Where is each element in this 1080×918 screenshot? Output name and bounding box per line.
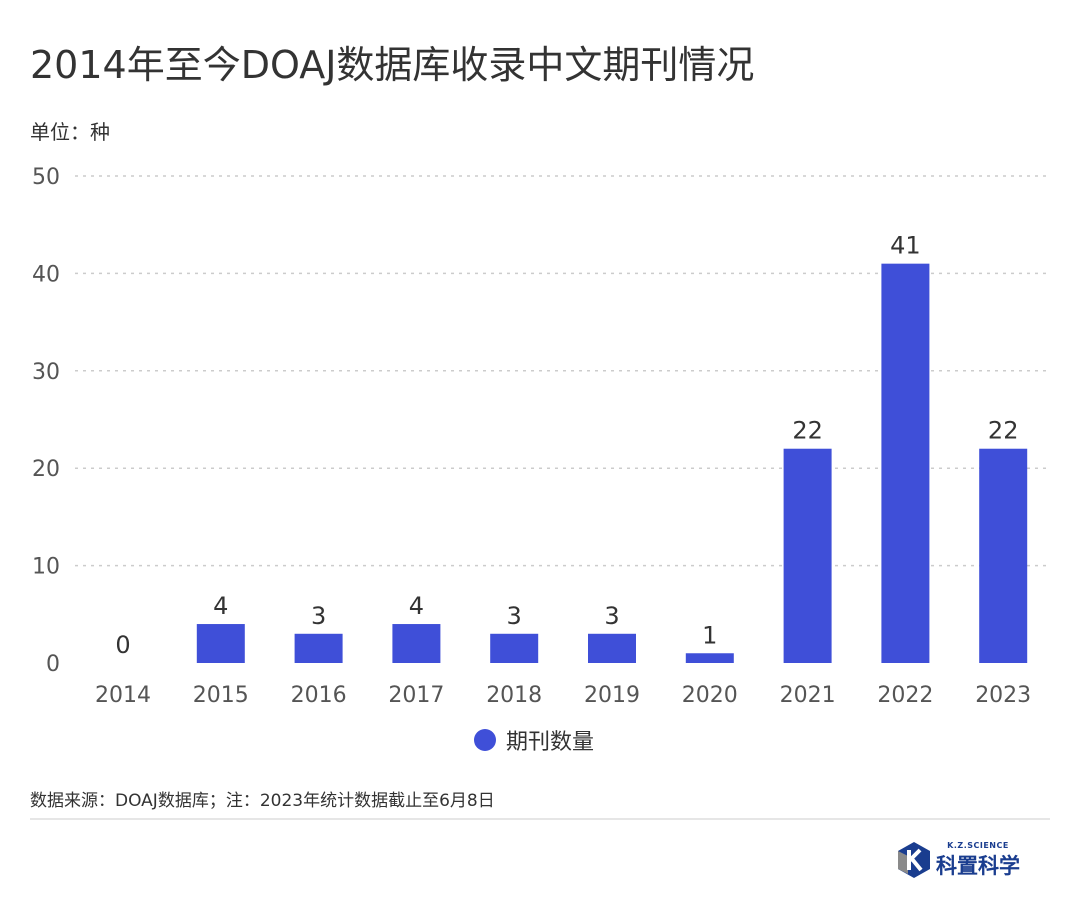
data-label: 4 <box>409 592 424 620</box>
bar <box>196 624 245 663</box>
y-tick-label: 10 <box>32 555 60 580</box>
data-label: 3 <box>507 602 522 630</box>
y-tick-label: 40 <box>32 262 60 287</box>
data-label: 41 <box>890 232 921 260</box>
bar <box>392 624 441 663</box>
logo-cn: 科置科学 <box>936 852 1020 878</box>
y-tick-label: 30 <box>32 360 60 385</box>
data-label: 0 <box>115 631 130 659</box>
x-tick-label: 2019 <box>584 683 640 708</box>
y-tick-label: 20 <box>32 457 60 482</box>
data-label: 3 <box>604 602 619 630</box>
legend: 期刊数量 <box>474 724 594 756</box>
legend-dot-icon <box>474 729 496 751</box>
x-tick-label: 2018 <box>486 683 542 708</box>
y-tick-label: 0 <box>46 652 60 677</box>
legend-label: 期刊数量 <box>506 730 595 755</box>
bar <box>490 633 539 663</box>
kz-logo-icon <box>898 842 930 878</box>
x-tick-label: 2014 <box>95 683 151 708</box>
bar <box>588 633 636 663</box>
unit-label: 单位：种 <box>30 120 110 144</box>
chart-title: 2014年至今DOAJ数据库收录中文期刊情况 <box>30 43 755 87</box>
logo: K.Z.SCIENCE 科置科学 <box>896 840 1020 880</box>
source-note: 数据来源：DOAJ数据库；注：2023年统计数据截止至6月8日 <box>30 791 495 811</box>
bar <box>979 448 1028 663</box>
data-label: 22 <box>988 417 1019 445</box>
data-label: 4 <box>213 592 228 620</box>
x-tick-label: 2017 <box>388 683 444 708</box>
bar <box>783 448 832 663</box>
data-label: 1 <box>702 621 717 649</box>
data-label: 3 <box>311 602 326 630</box>
x-tick-label: 2020 <box>682 683 738 708</box>
data-label: 22 <box>792 417 823 445</box>
bar <box>881 263 930 663</box>
bar-chart: 0 10 20 30 40 50 0 2014 4 2015 3 2016 4 2017 3 2018 3 201… <box>32 165 1050 708</box>
logo-en: K.Z.SCIENCE <box>947 840 1009 850</box>
bar <box>294 633 343 663</box>
x-tick-label: 2015 <box>193 683 249 708</box>
x-tick-label: 2022 <box>877 683 933 708</box>
x-tick-label: 2016 <box>291 683 347 708</box>
x-tick-label: 2023 <box>975 683 1031 708</box>
bar <box>685 653 734 663</box>
divider <box>30 818 1050 820</box>
x-tick-label: 2021 <box>780 683 836 708</box>
y-tick-label: 50 <box>32 165 60 190</box>
